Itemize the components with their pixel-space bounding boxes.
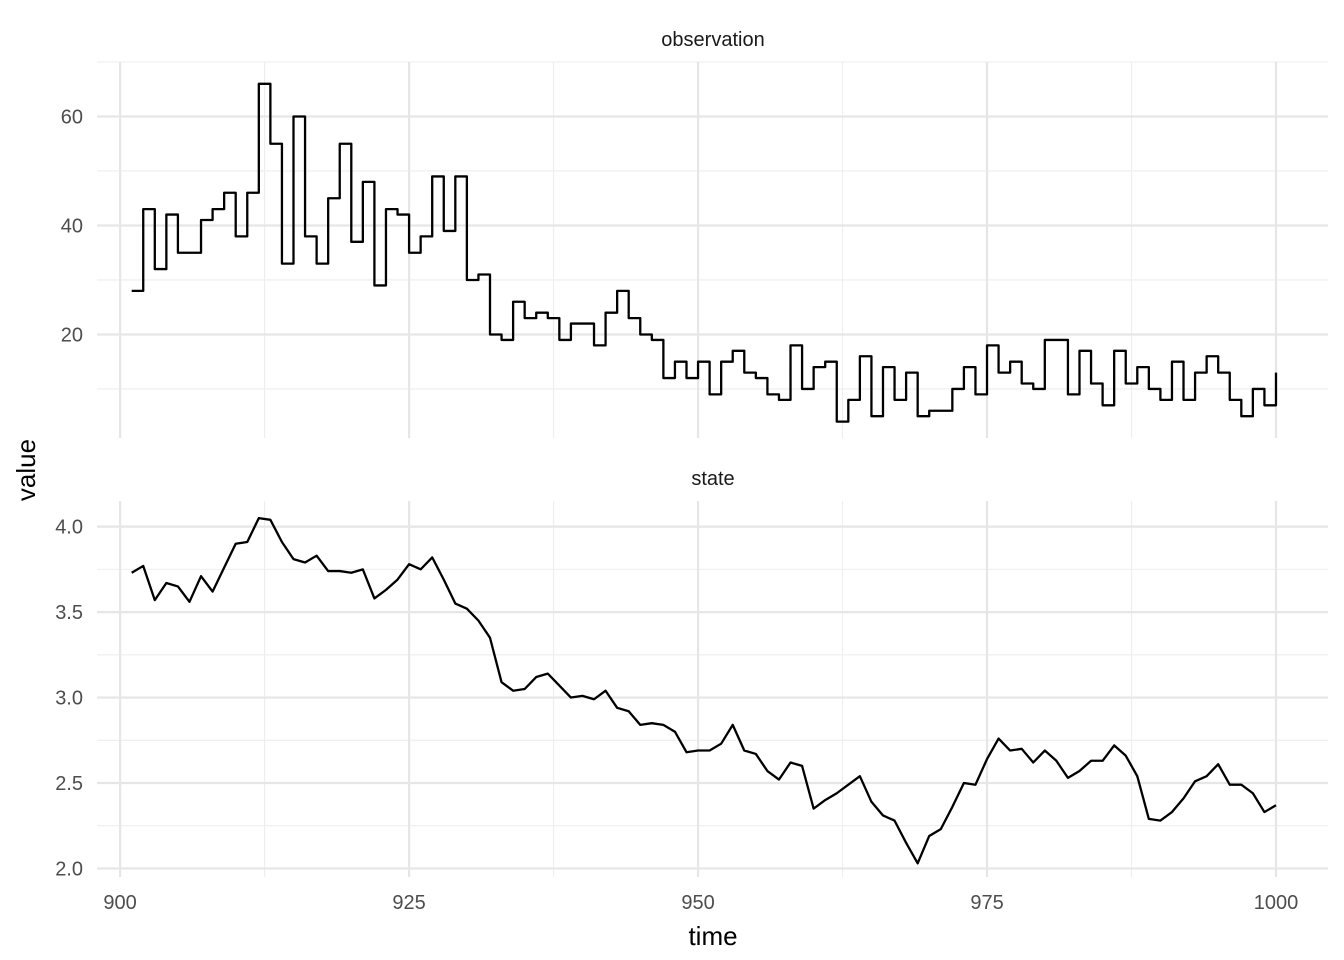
x-axis-title: time: [688, 921, 737, 951]
x-tick-labels: 900 925 950 975 1000: [103, 892, 1298, 914]
strip-label-observation: observation: [661, 29, 764, 51]
series-line-state: [131, 516, 1277, 865]
x-tick-label: 950: [681, 892, 714, 914]
facet-observation: observation 20 40 60: [61, 29, 1328, 438]
y-tick-label: 40: [61, 215, 83, 237]
series-line-observation: [131, 82, 1278, 423]
y-tick-label: 60: [61, 106, 83, 128]
y-tick-label: 3.0: [55, 688, 83, 710]
x-tick-label: 925: [392, 892, 425, 914]
y-tick-label: 20: [61, 324, 83, 346]
y-tick-labels: 20 40 60: [61, 106, 83, 346]
x-tick-label: 975: [970, 892, 1003, 914]
y-tick-label: 4.0: [55, 517, 83, 539]
y-tick-label: 2.5: [55, 773, 83, 795]
x-tick-label: 1000: [1254, 892, 1299, 914]
y-axis-title: value: [11, 439, 41, 501]
y-tick-label: 3.5: [55, 602, 83, 624]
gridlines: [97, 501, 1328, 877]
facet-state: state 2.0 2.5 3.0 3.5 4.0: [55, 468, 1328, 880]
y-tick-labels: 2.0 2.5 3.0 3.5 4.0: [55, 517, 83, 881]
y-tick-label: 2.0: [55, 858, 83, 880]
strip-label-state: state: [691, 468, 734, 490]
x-tick-label: 900: [103, 892, 136, 914]
